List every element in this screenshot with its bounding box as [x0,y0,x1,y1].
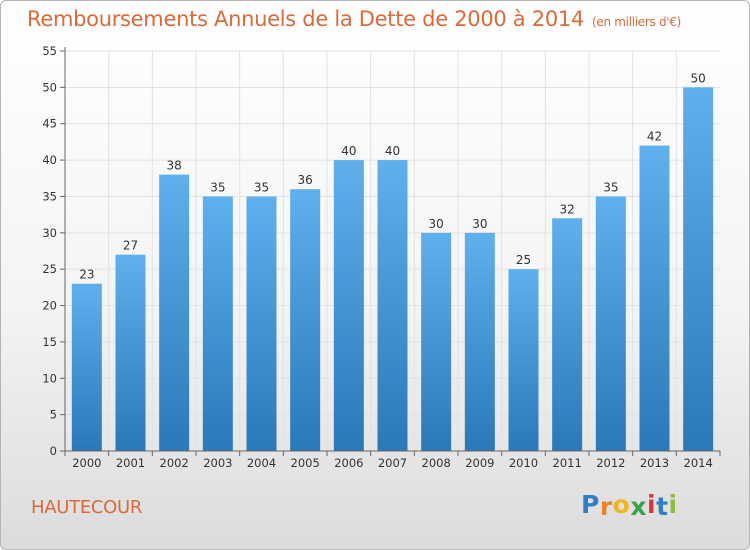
bar-value-label: 35 [603,180,618,194]
bar-2000 [71,283,102,451]
x-tick-label: 2008 [422,456,451,470]
x-tick-label: 2003 [203,456,232,470]
commune-name: HAUTECOUR [31,497,143,518]
chart-title-text: Remboursements Annuels de la Dette de 20… [27,7,584,31]
y-tick-label: 50 [42,80,57,94]
bar-value-label: 35 [210,180,225,194]
x-tick-label: 2005 [291,456,320,470]
x-tick-label: 2006 [334,456,363,470]
logo-letter: i [647,490,657,519]
bar-value-label: 27 [123,239,138,253]
y-tick-label: 0 [50,444,57,458]
bar-value-label: 23 [79,268,94,282]
chart-title: Remboursements Annuels de la Dette de 20… [27,7,681,31]
bar-value-label: 50 [691,71,706,85]
logo-letter: t [656,492,669,521]
bars [71,87,714,452]
x-tick-label: 2000 [72,456,101,470]
unit-note: (en milliers d'€) [592,15,682,29]
x-tick-label: 2014 [684,456,713,470]
y-tick-label: 25 [42,262,57,276]
bar-2011 [552,218,583,451]
bar-value-label: 30 [429,217,444,231]
y-tick-label: 10 [42,371,57,385]
bar-2008 [421,232,452,451]
bar-2007 [377,160,408,451]
x-tick-label: 2002 [160,456,189,470]
y-tick-label: 40 [42,153,57,167]
bar-2003 [202,196,233,451]
bar-2012 [595,196,626,451]
y-tick-label: 45 [42,117,57,131]
labels: 23 27 38 35 35 36 40 40 30 30 25 32 35 42 50 [79,71,706,281]
bar-2014 [683,87,714,451]
bar-2001 [115,254,146,451]
bar-value-label: 25 [516,253,531,267]
logo-letter: P [581,490,600,519]
x-tick-label: 2013 [640,456,669,470]
proxiti-logo: Proxiti [581,490,678,521]
axes: 0 5 10 15 20 25 30 35 40 45 50 55 2000 2001 2002 2003 20… [42,44,721,470]
y-tick-label: 5 [50,408,57,422]
bar-2004 [246,196,277,451]
bar-value-label: 38 [167,159,182,173]
y-tick-label: 30 [42,226,57,240]
bar-2010 [508,269,539,451]
bar-value-label: 36 [298,173,313,187]
y-tick-label: 55 [42,44,57,58]
bar-value-label: 35 [254,180,269,194]
bar-2013 [639,145,670,451]
logo-letter: r [599,492,613,521]
x-tick-label: 2007 [378,456,407,470]
logo-letter: x [630,492,647,521]
y-tick-label: 15 [42,335,57,349]
y-tick-label: 35 [42,189,57,203]
y-tick-label: 20 [42,299,57,313]
bar-value-label: 40 [385,144,400,158]
x-tick-label: 2010 [509,456,538,470]
bar-2009 [464,232,495,451]
bar-2005 [290,189,321,451]
x-tick-label: 2001 [116,456,145,470]
logo-letter: i [668,490,678,519]
logo-letter: o [612,490,631,519]
bar-value-label: 42 [647,130,662,144]
bar-2006 [333,160,364,451]
bar-value-label: 32 [560,202,575,216]
bar-value-label: 30 [472,217,487,231]
bar-2002 [159,174,190,452]
x-tick-label: 2009 [465,456,494,470]
x-tick-label: 2011 [553,456,582,470]
bar-value-label: 40 [341,144,356,158]
x-tick-label: 2012 [596,456,625,470]
x-tick-label: 2004 [247,456,276,470]
